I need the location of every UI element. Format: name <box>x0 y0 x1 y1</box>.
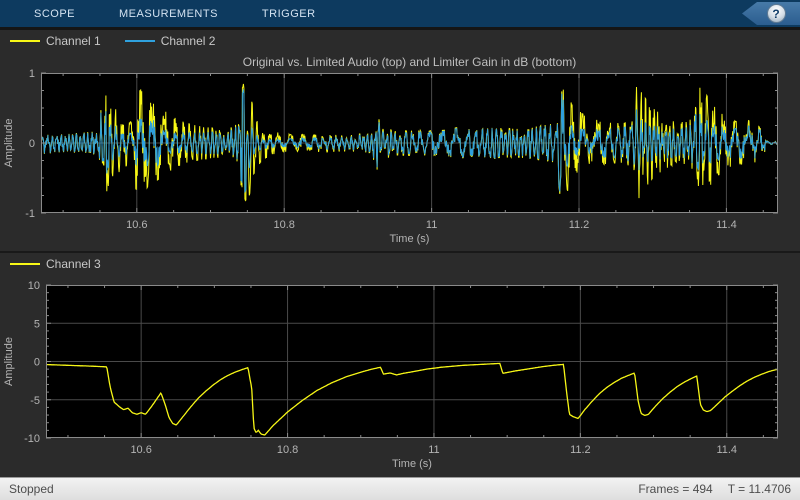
svg-text:10: 10 <box>28 280 40 292</box>
toolbar: SCOPE MEASUREMENTS TRIGGER ? <box>0 0 800 27</box>
question-mark-icon: ? <box>772 6 780 21</box>
x-axis-label: Time (s) <box>390 233 430 245</box>
svg-text:10.8: 10.8 <box>277 444 298 456</box>
legend-top: Channel 1 Channel 2 <box>0 30 800 52</box>
panel-limiter-gain: Channel 3 10.6 10.8 11 11.2 11.4 -10 -5 0 5 10 Tim… <box>0 253 800 477</box>
legend-label: Channel 2 <box>160 34 216 48</box>
y-axis-label: Amplitude <box>3 119 15 168</box>
tab-scope[interactable]: SCOPE <box>34 7 76 20</box>
plot-canvas-gain[interactable]: 10.6 10.8 11 11.2 11.4 -10 -5 0 5 10 Time (s) Ampli… <box>0 275 800 477</box>
axes-frame-and-ticks <box>46 284 778 439</box>
svg-text:10.8: 10.8 <box>273 219 294 231</box>
svg-text:0: 0 <box>29 138 35 150</box>
waveform-series <box>41 83 778 202</box>
legend-label: Channel 3 <box>46 257 101 271</box>
series-channel-3 <box>46 362 778 436</box>
svg-text:10.6: 10.6 <box>126 219 147 231</box>
x-axis-label: Time (s) <box>392 458 432 470</box>
legend-line-swatch <box>10 263 40 265</box>
panel-separator <box>0 251 800 253</box>
y-tick-labels: -10 -5 0 5 10 <box>24 280 40 445</box>
y-tick-labels: -1 0 1 <box>25 68 35 220</box>
legend-item-channel-1[interactable]: Channel 1 <box>10 34 101 48</box>
svg-text:-1: -1 <box>25 208 35 220</box>
x-tick-labels: 10.6 10.8 11 11.2 11.4 <box>126 219 737 231</box>
svg-text:11: 11 <box>428 444 439 456</box>
tab-measurements[interactable]: MEASUREMENTS <box>119 7 218 20</box>
svg-text:11.4: 11.4 <box>716 444 737 456</box>
gain-series <box>46 362 778 436</box>
frames-counter: Frames = 494 <box>638 482 713 496</box>
help-button[interactable]: ? <box>766 4 786 23</box>
panel-audio-waveforms: Channel 1 Channel 2 Original vs. Limited … <box>0 30 800 251</box>
svg-text:11: 11 <box>426 219 437 231</box>
legend-label: Channel 1 <box>46 34 101 48</box>
svg-text:0: 0 <box>34 357 40 369</box>
status-text: Stopped <box>9 482 54 496</box>
time-counter: T = 11.4706 <box>727 482 791 496</box>
axes-frame-and-ticks <box>41 72 778 214</box>
status-bar: Stopped Frames = 494 T = 11.4706 <box>0 477 800 500</box>
toolbar-separator <box>0 27 800 30</box>
y-axis-label: Amplitude <box>3 337 15 386</box>
legend-item-channel-2[interactable]: Channel 2 <box>124 34 216 48</box>
svg-text:1: 1 <box>29 68 35 80</box>
legend-bottom: Channel 3 <box>0 253 800 275</box>
svg-text:11.2: 11.2 <box>569 219 590 231</box>
gridlines <box>46 285 778 438</box>
legend-line-swatch <box>124 40 155 42</box>
help-banner: ? <box>742 2 800 25</box>
svg-text:10.6: 10.6 <box>130 444 151 456</box>
legend-item-channel-3[interactable]: Channel 3 <box>10 257 101 271</box>
legend-line-swatch <box>10 40 40 42</box>
svg-text:11.4: 11.4 <box>716 219 737 231</box>
svg-text:11.2: 11.2 <box>570 444 591 456</box>
series-channel-2 <box>41 89 778 194</box>
svg-text:5: 5 <box>34 318 40 330</box>
svg-text:-10: -10 <box>24 433 40 445</box>
svg-text:-5: -5 <box>30 395 40 407</box>
plot-canvas-audio[interactable]: 10.6 10.8 11 11.2 11.4 -1 0 1 Time (s) Amplitude <box>0 52 800 251</box>
tab-trigger[interactable]: TRIGGER <box>261 7 316 20</box>
x-tick-labels: 10.6 10.8 11 11.2 11.4 <box>130 444 737 456</box>
